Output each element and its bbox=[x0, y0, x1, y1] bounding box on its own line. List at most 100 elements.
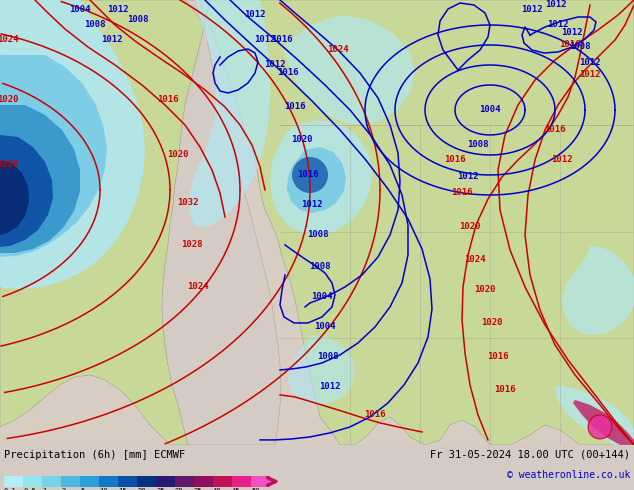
Text: 1020: 1020 bbox=[474, 286, 496, 294]
Text: 1020: 1020 bbox=[481, 318, 503, 327]
Text: 1012: 1012 bbox=[579, 71, 601, 79]
Text: 1016: 1016 bbox=[284, 102, 306, 112]
Polygon shape bbox=[190, 0, 634, 445]
Text: 1008: 1008 bbox=[127, 16, 149, 24]
Text: 1016: 1016 bbox=[271, 35, 293, 45]
Polygon shape bbox=[288, 335, 355, 405]
Bar bbox=[99, 476, 118, 487]
Text: Precipitation (6h) [mm] ECMWF: Precipitation (6h) [mm] ECMWF bbox=[4, 450, 185, 460]
Text: 1032: 1032 bbox=[178, 198, 198, 207]
Polygon shape bbox=[0, 135, 53, 247]
Text: 1020: 1020 bbox=[291, 135, 313, 145]
Bar bbox=[4, 476, 23, 487]
Polygon shape bbox=[573, 400, 634, 445]
Polygon shape bbox=[162, 0, 281, 445]
Polygon shape bbox=[555, 385, 634, 445]
Text: 1012: 1012 bbox=[547, 21, 569, 29]
Polygon shape bbox=[189, 0, 270, 227]
Text: Fr 31-05-2024 18.00 UTC (00+144): Fr 31-05-2024 18.00 UTC (00+144) bbox=[430, 450, 630, 460]
Text: 1008: 1008 bbox=[569, 43, 591, 51]
Text: 1012: 1012 bbox=[264, 60, 286, 70]
Bar bbox=[80, 476, 99, 487]
Text: 25: 25 bbox=[156, 488, 164, 490]
Text: 0.1: 0.1 bbox=[4, 488, 16, 490]
Text: 40: 40 bbox=[213, 488, 221, 490]
Polygon shape bbox=[0, 55, 107, 257]
Text: 1024: 1024 bbox=[187, 282, 209, 292]
Circle shape bbox=[588, 415, 612, 439]
Polygon shape bbox=[0, 160, 29, 235]
Text: 1004: 1004 bbox=[314, 322, 336, 331]
Text: 1016: 1016 bbox=[277, 69, 299, 77]
Text: 1016: 1016 bbox=[451, 189, 473, 197]
Text: 1016: 1016 bbox=[559, 41, 581, 49]
Text: 1004: 1004 bbox=[311, 293, 333, 301]
Text: 1008: 1008 bbox=[317, 352, 339, 362]
Text: 1016: 1016 bbox=[495, 386, 515, 394]
Text: 50: 50 bbox=[251, 488, 259, 490]
Text: 1020: 1020 bbox=[0, 96, 19, 104]
Text: 1012: 1012 bbox=[244, 10, 266, 20]
Text: 1008: 1008 bbox=[467, 141, 489, 149]
Text: 1012: 1012 bbox=[521, 5, 543, 15]
Text: 5: 5 bbox=[80, 488, 84, 490]
Bar bbox=[61, 476, 80, 487]
Text: 1012: 1012 bbox=[545, 0, 567, 9]
Text: 1012: 1012 bbox=[320, 382, 340, 392]
Text: 1004: 1004 bbox=[479, 105, 501, 115]
Text: 35: 35 bbox=[194, 488, 202, 490]
Text: 1016: 1016 bbox=[444, 155, 466, 165]
Text: 1016: 1016 bbox=[157, 96, 179, 104]
Text: 1012: 1012 bbox=[101, 35, 123, 45]
Text: 1008: 1008 bbox=[307, 230, 329, 240]
Bar bbox=[213, 476, 232, 487]
Text: 1024: 1024 bbox=[464, 255, 486, 265]
Text: 1020: 1020 bbox=[459, 222, 481, 231]
Text: 1012: 1012 bbox=[107, 5, 129, 15]
Text: 1028: 1028 bbox=[0, 160, 19, 170]
Text: 1012: 1012 bbox=[301, 200, 323, 209]
Text: 20: 20 bbox=[137, 488, 145, 490]
Text: 1028: 1028 bbox=[181, 241, 203, 249]
Text: 45: 45 bbox=[232, 488, 240, 490]
Bar bbox=[156, 476, 175, 487]
Text: 1016: 1016 bbox=[365, 411, 385, 419]
Bar bbox=[23, 476, 42, 487]
Text: 10: 10 bbox=[99, 488, 108, 490]
Text: 1024: 1024 bbox=[0, 35, 19, 45]
Polygon shape bbox=[287, 147, 346, 213]
Text: 15: 15 bbox=[118, 488, 127, 490]
Bar bbox=[118, 476, 137, 487]
Text: © weatheronline.co.uk: © weatheronline.co.uk bbox=[507, 470, 630, 480]
Text: 2: 2 bbox=[61, 488, 65, 490]
Polygon shape bbox=[0, 105, 80, 253]
Text: 1012: 1012 bbox=[551, 155, 573, 165]
Polygon shape bbox=[285, 15, 415, 125]
Text: 1: 1 bbox=[42, 488, 46, 490]
Polygon shape bbox=[0, 0, 145, 289]
Bar bbox=[194, 476, 213, 487]
Circle shape bbox=[292, 157, 328, 193]
Text: 1024: 1024 bbox=[327, 46, 349, 54]
Text: 30: 30 bbox=[175, 488, 183, 490]
Text: 1008: 1008 bbox=[309, 263, 331, 271]
Text: 1016: 1016 bbox=[297, 171, 319, 179]
Polygon shape bbox=[0, 0, 210, 445]
Text: 1012: 1012 bbox=[254, 35, 276, 45]
Polygon shape bbox=[270, 120, 372, 235]
Bar bbox=[232, 476, 251, 487]
Text: 0.5: 0.5 bbox=[23, 488, 36, 490]
Text: 1016: 1016 bbox=[544, 125, 566, 134]
Bar bbox=[251, 476, 270, 487]
Text: 1012: 1012 bbox=[457, 172, 479, 181]
Bar bbox=[137, 476, 156, 487]
Text: 1012: 1012 bbox=[579, 58, 601, 68]
Text: 1020: 1020 bbox=[167, 150, 189, 159]
Polygon shape bbox=[562, 245, 634, 335]
Bar bbox=[42, 476, 61, 487]
Text: 1012: 1012 bbox=[561, 28, 583, 38]
Bar bbox=[175, 476, 194, 487]
Text: 1008: 1008 bbox=[84, 21, 106, 29]
Text: 1004: 1004 bbox=[69, 5, 91, 15]
Text: 1016: 1016 bbox=[488, 352, 508, 362]
